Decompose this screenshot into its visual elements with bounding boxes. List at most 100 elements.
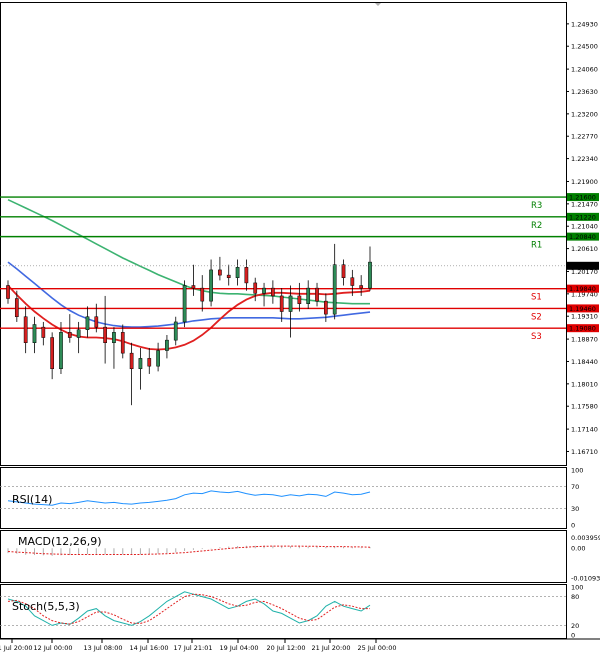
price-y-tick-label: 1.23630 [571, 88, 598, 96]
candle-bull [59, 332, 63, 370]
price-y-tick-label: 1.23200 [571, 110, 598, 118]
level-label-s2: S2 [531, 312, 542, 322]
candle-bull [32, 324, 37, 343]
level-price-tag-text: 1.19460 [569, 305, 596, 313]
candle-bear [200, 287, 205, 302]
stoch-y-tick-label: 0 [571, 632, 575, 640]
stoch-y-tick-label: 100 [571, 584, 583, 592]
candle-bull [306, 287, 311, 304]
x-tick-label: 25 Jul 00:00 [358, 644, 397, 652]
macd-y-tick-label: -0.010939 [571, 575, 600, 583]
price-y-tick-label: 1.22770 [571, 133, 598, 141]
candle-bear [120, 332, 125, 354]
x-tick-label: 17 Jul 21:01 [174, 644, 213, 652]
candle-bull [288, 295, 293, 312]
candle-bull [138, 358, 143, 370]
candle-bear [253, 282, 258, 294]
level-price-tag-r2 [567, 212, 599, 221]
candle-bear [94, 316, 99, 328]
level-price-tag-r1 [567, 232, 599, 241]
level-label-r1: R1 [531, 241, 542, 251]
x-tick-label: 21 Jul 20:00 [312, 644, 351, 652]
candle-bear [297, 295, 302, 304]
price-y-tick-label: 1.18010 [571, 380, 598, 388]
macd-y-tick-label: 0.00 [571, 545, 585, 553]
candle-bear [6, 285, 10, 299]
level-label-s3: S3 [531, 332, 542, 342]
rsi-y-tick-label: 30 [571, 505, 579, 513]
rsi-y-tick-label: 100 [571, 467, 583, 475]
candle-bear [14, 298, 19, 317]
x-tick-label: 12 Jul 00:00 [34, 644, 73, 652]
price-y-tick-label: 1.22340 [571, 155, 598, 163]
rsi-y-tick-label: 70 [571, 483, 579, 491]
level-price-tag-text: 1.19840 [569, 285, 596, 293]
price-y-tick-label: 1.19310 [571, 313, 598, 321]
level-price-tag-text: 1.19080 [569, 325, 596, 333]
candle-bear [129, 352, 134, 370]
stoch-main-line [7, 591, 371, 626]
price-y-tick-label: 1.21040 [571, 223, 598, 231]
candle-bear [279, 295, 284, 312]
candle-bull [112, 332, 116, 343]
price-y-tick-label: 1.21470 [571, 200, 598, 208]
price-y-tick-label: 1.24060 [571, 66, 598, 74]
price-y-tick-label: 1.24930 [571, 20, 598, 28]
candle-bull [156, 350, 160, 367]
candle-bear [271, 287, 275, 297]
price-y-tick-label: 1.16710 [571, 448, 598, 456]
stoch-signal-line [7, 593, 370, 625]
level-price-tag-s2 [567, 304, 599, 313]
candle-bear [103, 326, 107, 343]
level-price-tag-r3 [567, 193, 599, 202]
scroll-marker-icon [375, 3, 381, 6]
price-y-tick-label: 1.17140 [571, 426, 598, 434]
candle-bull [332, 264, 337, 315]
candle-bear [218, 269, 222, 276]
price-y-tick-label: 1.24500 [571, 43, 598, 51]
candle-bear [41, 326, 46, 338]
candle-bull [182, 285, 187, 323]
level-label-r3: R3 [531, 201, 542, 211]
stoch-y-tick-label: 20 [571, 622, 579, 630]
level-price-tag-text: 1.20840 [569, 233, 596, 241]
price-y-tick-label: 1.18870 [571, 336, 598, 344]
level-price-tag-text: 1.21220 [569, 213, 596, 221]
macd-label: MACD(12,26,9) [18, 535, 102, 548]
stoch-y-tick-label: 80 [571, 593, 579, 601]
candle-bear [324, 300, 328, 315]
ma-mid-line [7, 261, 371, 328]
last-price-tag [567, 261, 599, 270]
panel-frame-macd [0, 530, 567, 583]
x-tick-label: 13 Jul 08:00 [84, 644, 123, 652]
candle-bear [226, 274, 231, 278]
candle-bear [350, 277, 355, 286]
candle-bull [368, 261, 372, 289]
candle-bear [315, 287, 319, 302]
panel-frame-stoch [0, 584, 567, 639]
candle-bull [85, 316, 90, 330]
candle-bear [147, 358, 152, 367]
x-tick-label: 11 Jul 20:00 [0, 644, 32, 652]
level-label-s1: S1 [531, 293, 542, 303]
level-price-tag-s3 [567, 324, 599, 333]
panel-frame-price [0, 2, 567, 466]
candle-bear [50, 337, 54, 370]
rsi-line [7, 490, 371, 506]
candle-bear [23, 316, 28, 343]
candle-bull [262, 287, 266, 294]
price-y-tick-label: 1.20610 [571, 245, 598, 253]
candle-bear [67, 332, 72, 338]
price-y-tick-label: 1.18440 [571, 358, 598, 366]
rsi-label: RSI(14) [12, 493, 52, 506]
stoch-label: Stoch(5,5,3) [12, 600, 80, 613]
x-tick-label: 19 Jul 04:00 [220, 644, 259, 652]
candle-bull [235, 267, 240, 278]
price-y-tick-label: 1.19740 [571, 290, 598, 298]
candle-bear [359, 285, 364, 289]
price-y-tick-label: 1.17580 [571, 403, 598, 411]
candle-bull [173, 321, 178, 341]
candle-bear [341, 264, 346, 278]
